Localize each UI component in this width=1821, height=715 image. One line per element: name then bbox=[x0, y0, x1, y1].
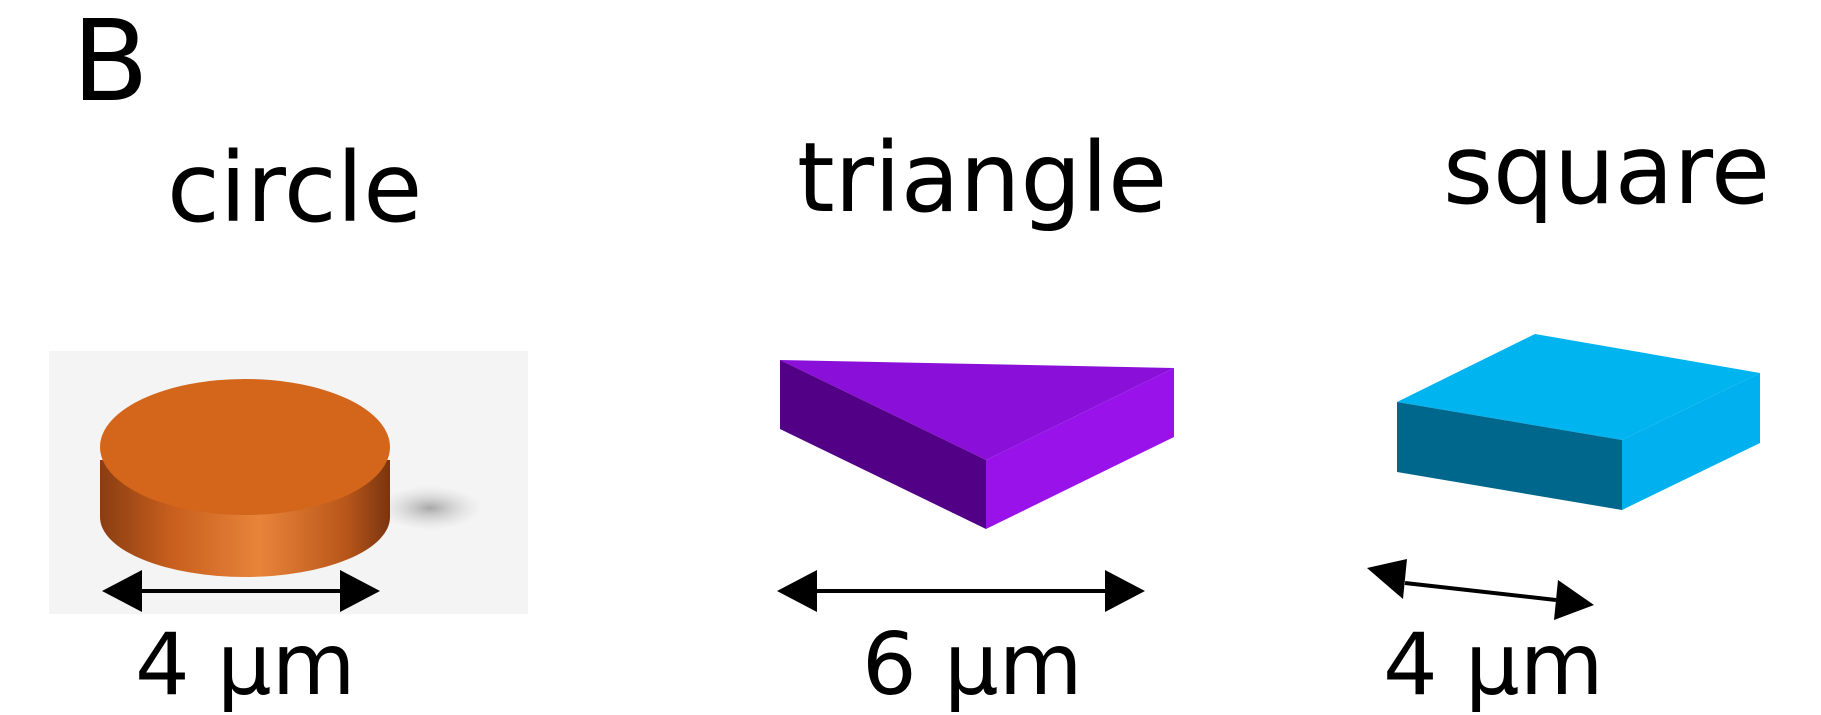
shape-label-triangle: triangle bbox=[797, 122, 1168, 234]
block-side-right bbox=[1622, 373, 1760, 510]
triangle-prism-shape bbox=[780, 360, 1174, 529]
dimension-label-square: 4 μm bbox=[1383, 615, 1604, 715]
dimension-arrow-circle bbox=[102, 570, 380, 612]
prism-top bbox=[780, 360, 1174, 460]
block-top bbox=[1397, 334, 1760, 440]
prism-side-right bbox=[986, 368, 1174, 529]
dimension-label-triangle: 6 μm bbox=[862, 615, 1083, 715]
shape-label-circle: circle bbox=[167, 132, 423, 244]
panel-label: B bbox=[72, 0, 149, 127]
square-block-shape bbox=[1397, 334, 1760, 510]
shape-label-square: square bbox=[1443, 114, 1771, 226]
cylinder-top bbox=[100, 379, 390, 515]
cylinder-shape bbox=[49, 351, 528, 614]
block-side-front bbox=[1397, 402, 1622, 510]
prism-side-left bbox=[780, 360, 986, 529]
dimension-arrow-square bbox=[1367, 559, 1594, 620]
dimension-arrow-triangle bbox=[777, 570, 1145, 612]
cylinder-shadow bbox=[378, 486, 482, 530]
dimension-label-circle: 4 μm bbox=[135, 615, 356, 715]
